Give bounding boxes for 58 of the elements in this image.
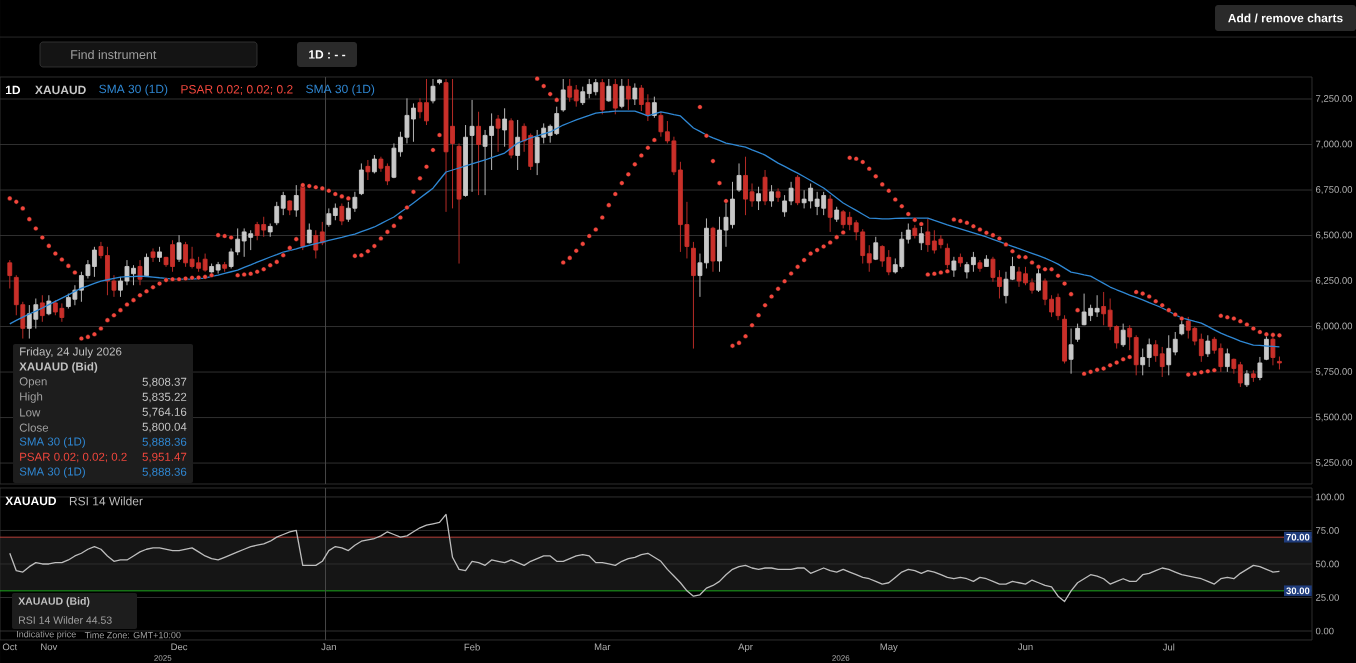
x-tick-label: May (880, 643, 898, 653)
text: XAUAUD (35, 85, 86, 95)
y-tick-label: 5,750.00 (1315, 368, 1353, 376)
x-tick-label: Nov (41, 643, 58, 651)
annotation: 5,888.36 (142, 437, 187, 448)
annotation: 5,764.16 (142, 407, 187, 418)
y-tick-label: 50.00 (1315, 560, 1339, 568)
annotation: Close (19, 423, 49, 432)
text: Find instrument (71, 49, 157, 60)
y-tick-label: 6,750.00 (1316, 186, 1353, 194)
x-tick-label: Oct (2, 643, 18, 651)
annotation: Friday, 24 July 2026 (20, 347, 122, 358)
annotation: Low (20, 408, 41, 417)
annotation: 5,808.37 (142, 377, 187, 388)
text: RSI 14 Wilder (69, 496, 143, 506)
y-tick-label: 25.00 (1315, 594, 1339, 601)
y-tick-label: 7,250.00 (1316, 95, 1353, 103)
text: 1D (5, 85, 21, 95)
annotation: PSAR 0.02; 0.02; 0.2 (20, 452, 127, 463)
annotation: SMA 30 (1D) (19, 467, 85, 478)
annotation: 5,951.47 (142, 452, 187, 463)
text: XAUAUD (5, 496, 57, 506)
annotation: Time Zone: GMT+10:00 (84, 631, 181, 639)
y-tick-label: 100.00 (1316, 493, 1345, 501)
y-tick-label: 5,250.00 (1315, 459, 1353, 467)
annotation: XAUAUD (Bid) (19, 362, 98, 373)
y-tick-label: 5,500.00 (1315, 413, 1353, 422)
annotation: XAUAUD (Bid) (18, 597, 90, 607)
x-tick-label: Apr (738, 643, 753, 653)
ref-line-label: 30.00 (1286, 587, 1310, 595)
text: 2026 (832, 655, 850, 661)
y-tick-label: 6,500.00 (1316, 231, 1353, 240)
x-tick-label: Feb (464, 643, 480, 651)
annotation: 5,888.36 (142, 467, 187, 478)
x-tick-label: Mar (594, 643, 611, 651)
annotation: High (20, 392, 43, 403)
text: Add / remove charts (1228, 13, 1343, 23)
annotation: 5,835.22 (142, 392, 187, 403)
text: SMA 30 (1D) (99, 84, 168, 96)
annotation: RSI 14 Wilder 44.53 (19, 616, 112, 624)
y-tick-label: 6,000.00 (1316, 322, 1353, 331)
x-tick-label: Jun (1017, 643, 1033, 651)
y-tick-label: 7,000.00 (1316, 140, 1353, 149)
x-tick-label: Jul (1162, 643, 1175, 651)
x-tick-label: Jan (321, 643, 336, 651)
annotation: SMA 30 (1D) (306, 84, 375, 96)
annotation: SMA 30 (1D) (19, 437, 85, 448)
text: 2025 (154, 655, 172, 661)
annotation: Open (19, 377, 47, 388)
x-tick-label: Dec (171, 643, 188, 651)
y-tick-label: 75.00 (1316, 527, 1339, 534)
ref-line-label: 70.00 (1286, 533, 1310, 541)
text: PSAR 0.02; 0.02; 0.2 (181, 85, 293, 95)
y-tick-label: 6,250.00 (1316, 277, 1353, 285)
text: 1D : - - (309, 50, 346, 59)
y-tick-label: 0.00 (1315, 627, 1334, 635)
annotation: 5,800.04 (142, 422, 187, 433)
annotation: Indicative price (17, 630, 76, 640)
